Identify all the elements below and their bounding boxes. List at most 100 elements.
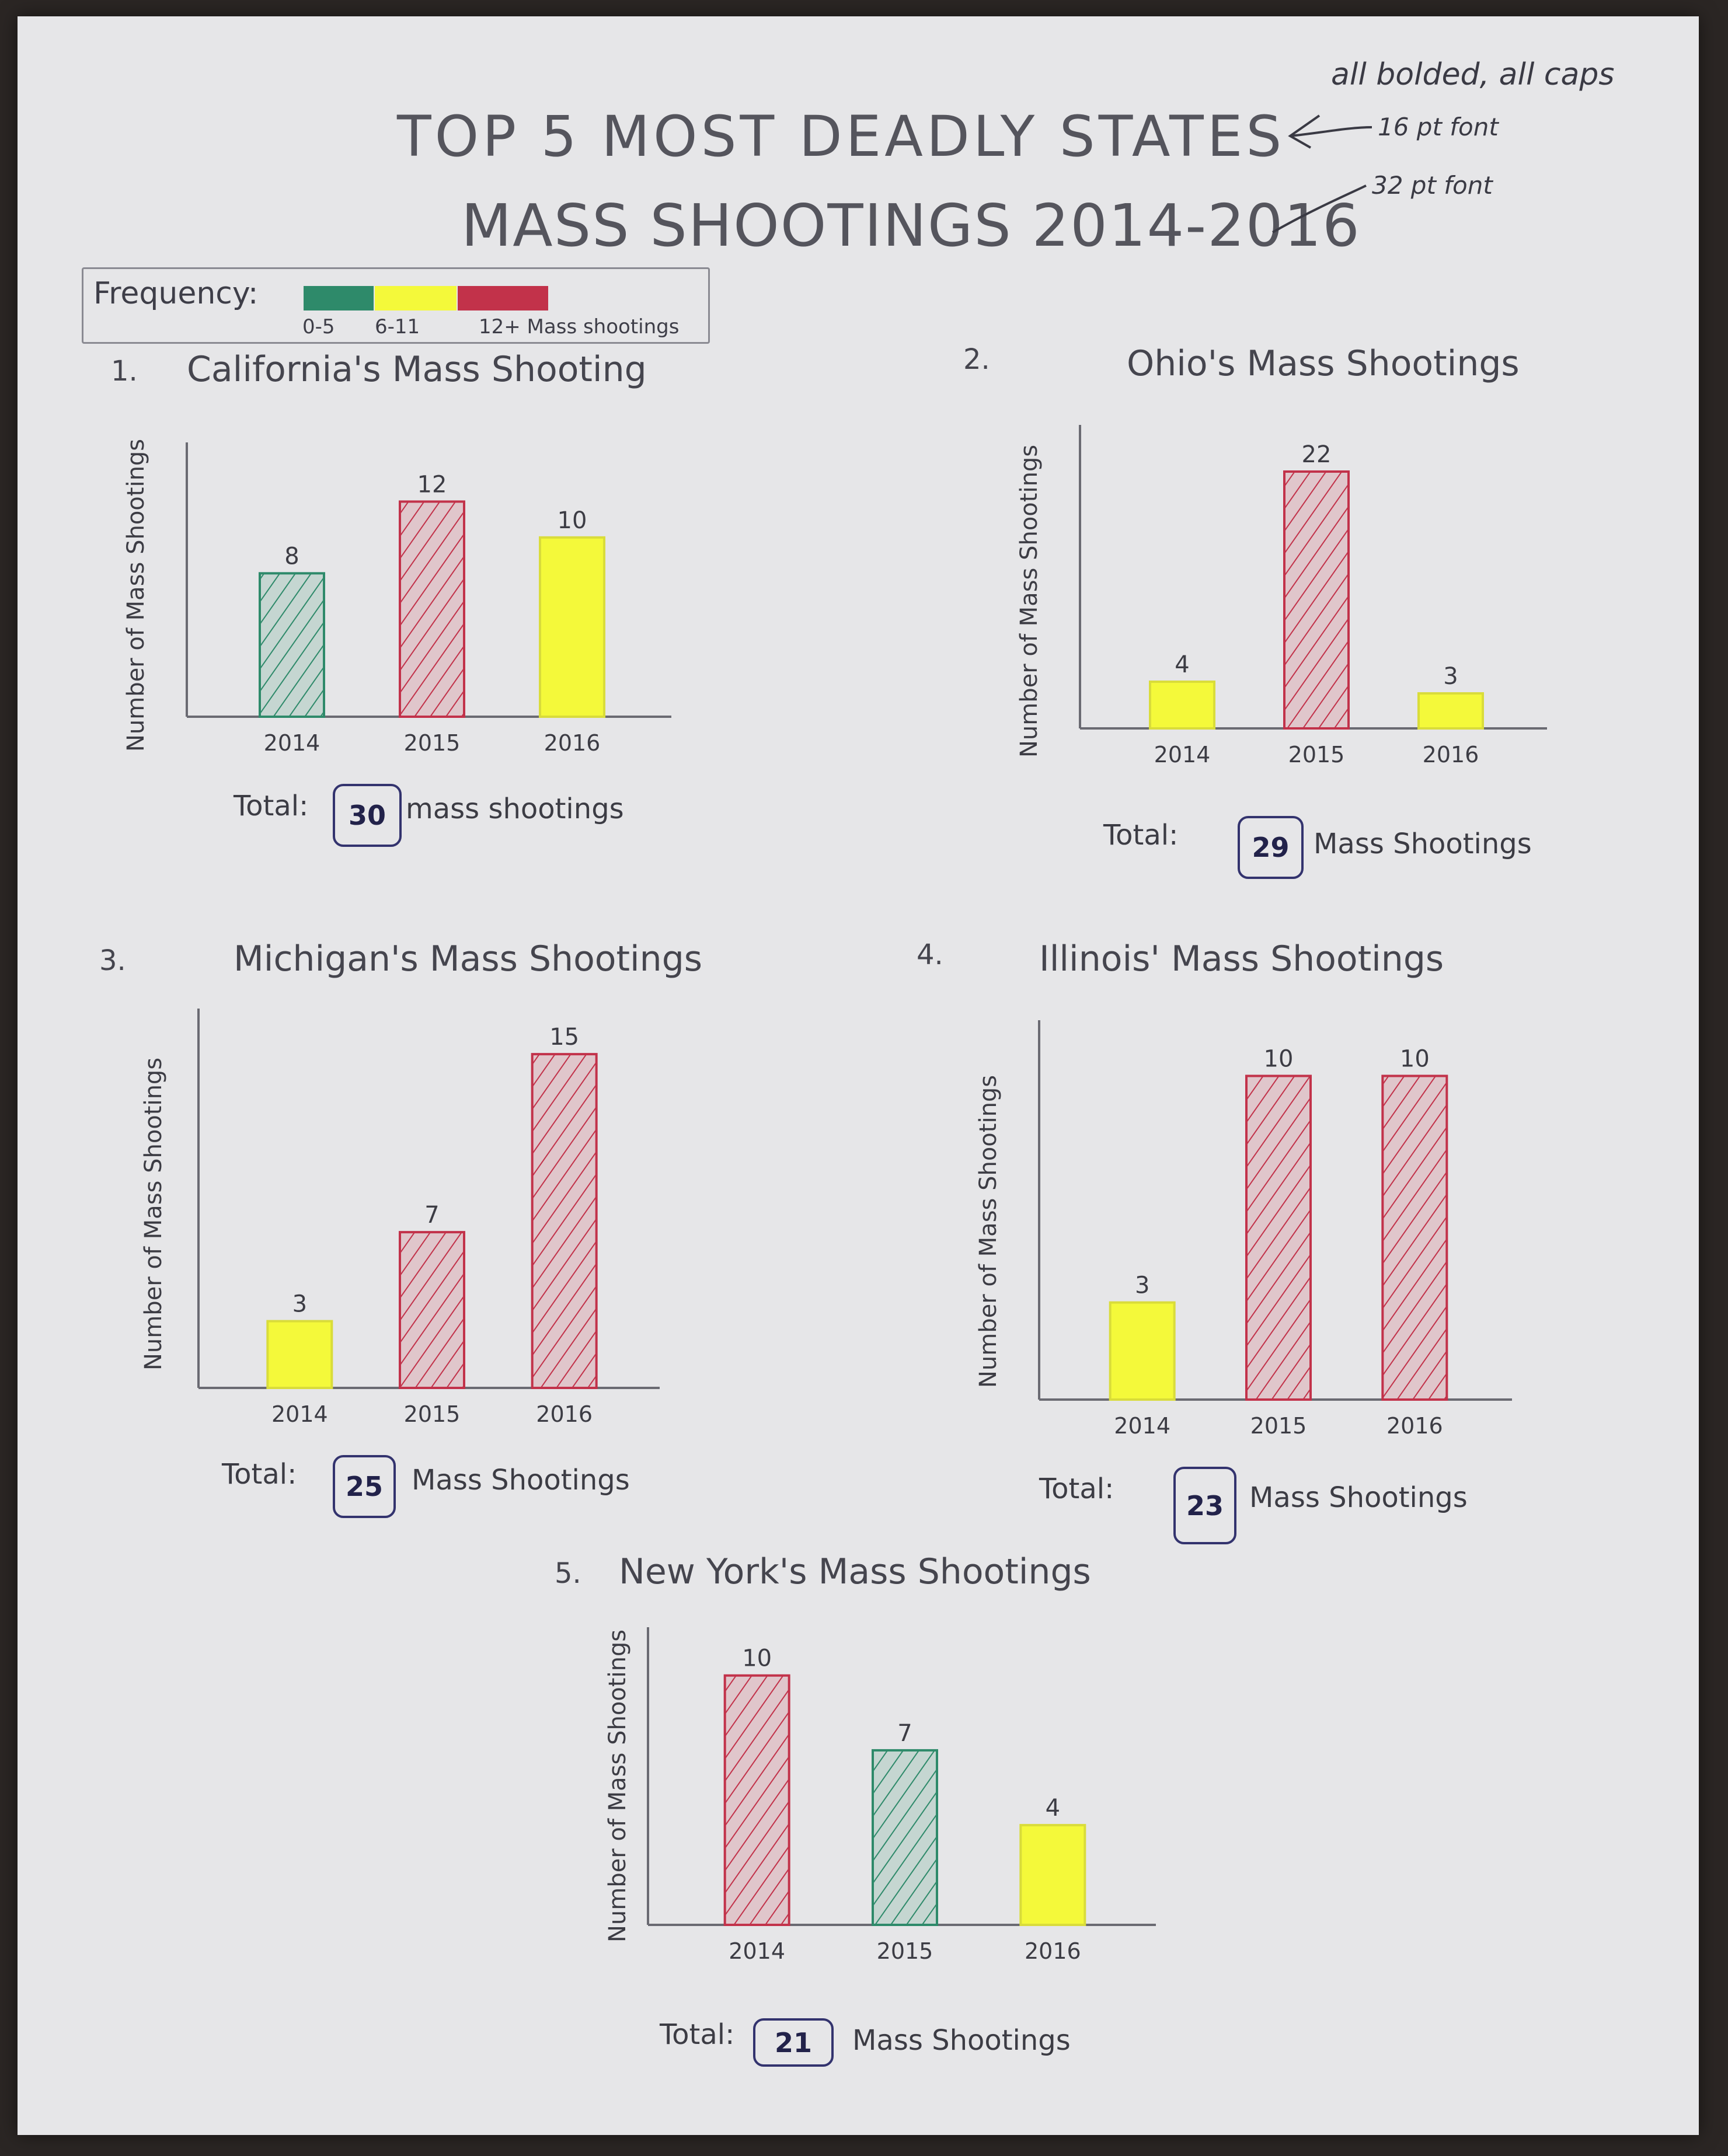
bar-2016: [1417, 692, 1484, 730]
legend-label-mid: 6-11: [375, 315, 420, 339]
total-value: 29: [1238, 816, 1304, 879]
total-unit: Mass Shootings: [412, 1464, 630, 1496]
value-label-2014: 3: [1135, 1272, 1149, 1299]
x-tick-label-2016: 2016: [536, 1401, 593, 1427]
x-tick-label-2015: 2015: [404, 1401, 461, 1427]
bar-2015: [1283, 470, 1350, 730]
chart-panel-new-york: 5. New York's Mass Shootings Number of M…: [543, 1546, 1185, 2112]
x-tick-label-2015: 2015: [404, 730, 461, 756]
y-axis-label: Number of Mass Shootings: [140, 1057, 167, 1370]
annotation-32pt: 32 pt font: [1372, 171, 1493, 200]
bar-2014: [1149, 681, 1215, 730]
value-label-2015: 10: [1264, 1045, 1294, 1072]
y-axis-label: Number of Mass Shootings: [975, 1074, 1002, 1388]
bar-2016: [531, 1053, 598, 1389]
panel-title: Ohio's Mass Shootings: [1127, 343, 1520, 384]
annotation-arrows: [1272, 114, 1372, 233]
value-label-2016: 4: [1046, 1795, 1060, 1822]
total-value: 30: [333, 784, 402, 847]
bar-2016: [1381, 1074, 1448, 1401]
panel-number: 4.: [917, 939, 943, 971]
annotation-caps: all bolded, all caps: [1331, 57, 1615, 92]
panel-number: 1.: [111, 355, 138, 388]
bar-2015: [872, 1749, 938, 1926]
total-value: 21: [753, 2018, 834, 2067]
total-label: Total:: [222, 1458, 297, 1491]
total-unit: Mass Shootings: [1314, 828, 1532, 860]
chart-panel-california: 1. California's Mass Shooting Number of …: [88, 343, 701, 868]
bar-2016: [539, 536, 605, 718]
paper-sheet: TOP 5 MOST DEADLY STATES MASS SHOOTINGS …: [18, 16, 1699, 2135]
legend-label-high: 12+ Mass shootings: [479, 315, 680, 339]
panel-number: 3.: [99, 944, 126, 977]
value-label-2014: 3: [292, 1291, 307, 1318]
panel-title: Illinois' Mass Shootings: [1039, 939, 1444, 979]
bar-chart: 3 2014 10 2015 10 2016: [1038, 1020, 1512, 1439]
value-label-2014: 10: [742, 1645, 772, 1672]
total-label: Total:: [660, 2018, 735, 2051]
total-unit: mass shootings: [406, 793, 624, 825]
x-tick-label-2014: 2014: [729, 1938, 785, 1964]
bar-chart: 3 2014 7 2015 15 2016: [197, 1009, 660, 1427]
panel-number: 5.: [555, 1557, 581, 1590]
bar-2014: [723, 1674, 790, 1927]
total-label: Total:: [1103, 819, 1179, 852]
value-label-2016: 3: [1443, 663, 1458, 690]
value-label-2014: 4: [1175, 651, 1189, 678]
value-label-2016: 10: [558, 507, 587, 534]
bar-2014: [259, 572, 325, 718]
value-label-2015: 7: [424, 1202, 439, 1229]
y-axis-label: Number of Mass Shootings: [1016, 444, 1043, 758]
x-tick-label-2014: 2014: [271, 1401, 328, 1427]
bar-2015: [1245, 1074, 1312, 1401]
y-axis-label: Number of Mass Shootings: [123, 438, 149, 752]
y-axis-label: Number of Mass Shootings: [604, 1629, 631, 1942]
value-label-2015: 12: [417, 471, 447, 498]
x-tick-label-2016: 2016: [1386, 1413, 1443, 1439]
annotation-16pt: 16 pt font: [1378, 113, 1499, 141]
value-label-2016: 10: [1400, 1045, 1430, 1072]
x-tick-label-2016: 2016: [1423, 742, 1479, 767]
bar-2016: [1019, 1824, 1086, 1926]
bar-2015: [399, 1231, 465, 1389]
panel-title: California's Mass Shooting: [187, 349, 647, 390]
x-tick-label-2014: 2014: [264, 730, 320, 756]
total-label: Total:: [1039, 1473, 1114, 1505]
x-tick-label-2016: 2016: [1025, 1938, 1081, 1964]
total-unit: Mass Shootings: [1249, 1481, 1468, 1514]
legend-label-low: 0-5: [302, 315, 335, 339]
total-value: 23: [1173, 1467, 1236, 1544]
bar-2014: [266, 1320, 333, 1389]
x-tick-label-2015: 2015: [1250, 1413, 1307, 1439]
bar-2014: [1109, 1301, 1176, 1401]
chart-panel-illinois: 4. Illinois' Mass Shootings Number of Ma…: [893, 927, 1582, 1546]
panel-number: 2.: [963, 343, 990, 376]
value-label-2015: 7: [897, 1720, 912, 1747]
value-label-2016: 15: [549, 1024, 579, 1051]
panel-title: New York's Mass Shootings: [619, 1551, 1091, 1592]
page-title-line1: TOP 5 MOST DEADLY STATES: [397, 104, 1285, 169]
chart-panel-ohio: 2. Ohio's Mass Shootings Number of Mass …: [940, 332, 1582, 886]
value-label-2014: 8: [284, 543, 299, 570]
legend-swatch-red: [458, 286, 548, 311]
bar-2015: [399, 500, 465, 718]
total-label: Total:: [234, 790, 309, 822]
bar-chart: 10 2014 7 2015 4 2016: [647, 1627, 1156, 1964]
x-tick-label-2015: 2015: [1288, 742, 1345, 767]
value-label-2015: 22: [1302, 441, 1332, 468]
total-unit: Mass Shootings: [852, 2024, 1071, 2057]
bar-chart: 4 2014 22 2015 3 2016: [1079, 425, 1547, 767]
legend-box: [82, 267, 710, 344]
panel-title: Michigan's Mass Shootings: [234, 939, 703, 979]
legend-swatch-green: [304, 286, 374, 311]
legend-title: Frequency:: [93, 276, 259, 311]
x-tick-label-2014: 2014: [1114, 1413, 1170, 1439]
x-tick-label-2015: 2015: [877, 1938, 933, 1964]
legend-swatch-yellow: [375, 286, 457, 311]
x-tick-label-2014: 2014: [1154, 742, 1211, 767]
chart-panel-michigan: 3. Michigan's Mass Shootings Number of M…: [88, 927, 703, 1518]
page-title-line2: MASS SHOOTINGS 2014-2016: [461, 191, 1361, 260]
bar-chart: 8 2014 12 2015 10 2016: [186, 442, 671, 756]
x-tick-label-2016: 2016: [544, 730, 601, 756]
total-value: 25: [333, 1455, 396, 1518]
